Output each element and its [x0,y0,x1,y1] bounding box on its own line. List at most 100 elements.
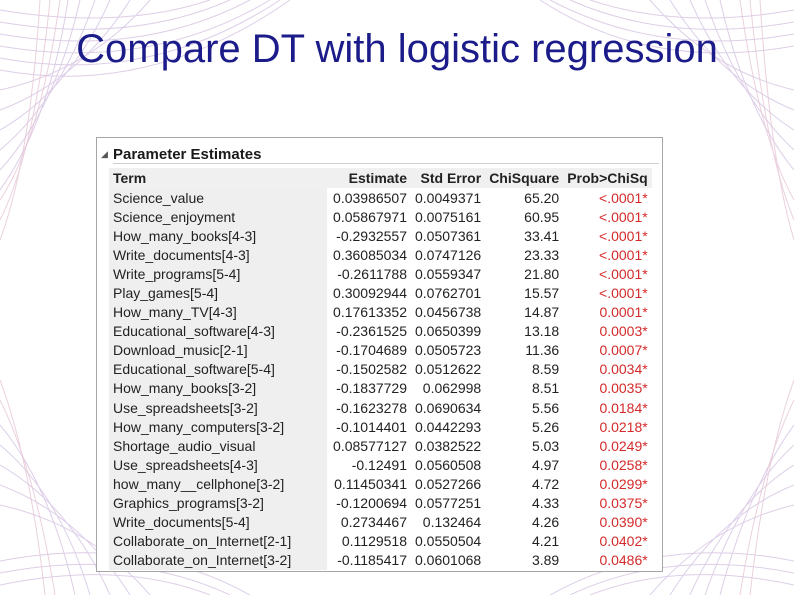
cell-std-error: 0.0559347 [415,265,482,282]
cell-estimate: -0.1200694 [336,495,407,512]
cell-term: Science_enjoyment [109,207,327,227]
cell-prob: 0.0375* [599,495,648,512]
cell-std-error: 0.0442293 [415,418,482,435]
table-row: Write_programs[5-4] -0.2611788 0.0559347 21… [109,264,652,284]
cell-chisquare: 3.89 [531,552,560,569]
table-row: Science_enjoyment 0.05867971 0.0075161 60.9… [109,207,652,227]
cell-estimate: -0.1837729 [336,380,407,397]
cell-prob: 0.0001* [599,304,648,321]
cell-chisquare: 4.72 [531,475,560,492]
cell-std-error: 0.0650399 [415,323,482,340]
cell-estimate: 0.1129518 [341,533,407,550]
cell-chisquare: 8.51 [531,380,560,397]
cell-std-error: 0.0382522 [415,437,482,454]
cell-estimate: 0.08577127 [333,437,407,454]
cell-estimate: -0.2361525 [336,323,407,340]
cell-estimate: -0.12491 [351,456,407,473]
cell-std-error: 0.0507361 [415,227,482,244]
cell-chisquare: 4.97 [531,456,560,473]
table-row: Educational_software[5-4] -0.1502582 0.051… [109,359,652,379]
column-header-prob[interactable]: Prob>ChiSq [563,168,652,188]
cell-estimate: 0.05867971 [333,208,407,225]
table-row: Download_music[2-1] -0.1704689 0.0505723 11… [109,340,652,360]
cell-std-error: 0.0049371 [415,189,482,206]
cell-chisquare: 60.95 [524,208,560,225]
cell-term: Collaborate_on_Internet[2-1] [109,531,327,551]
cell-chisquare: 5.56 [531,399,560,416]
cell-std-error: 0.132464 [422,514,482,531]
table-row: Play_games[5-4] 0.30092944 0.0762701 15.57 <… [109,283,652,303]
cell-prob: <.0001* [599,227,648,244]
cell-chisquare: 65.20 [524,189,560,206]
triangle-down-icon[interactable]: ◢ [101,150,108,160]
cell-prob: <.0001* [599,208,648,225]
cell-std-error: 0.062998 [422,380,482,397]
cell-term: Use_spreadsheets[3-2] [109,398,327,418]
table-row: Science_value 0.03986507 0.0049371 65.20 <.0… [109,188,652,208]
cell-term: Write_programs[5-4] [109,264,327,284]
slide-title-text: Compare DT with logistic regression [76,27,718,71]
cell-std-error: 0.0527266 [415,475,482,492]
parameter-estimates-table: Term Estimate Std Error ChiSquare Prob>C… [109,168,652,570]
cell-prob: 0.0035* [599,380,648,397]
cell-estimate: -0.1704689 [336,342,407,359]
cell-term: Graphics_programs[3-2] [109,493,327,513]
cell-term: Science_value [109,188,327,208]
cell-term: Write_documents[4-3] [109,245,327,265]
cell-chisquare: 5.26 [531,418,560,435]
column-header-estimate[interactable]: Estimate [327,168,411,188]
table-row: Educational_software[4-3] -0.2361525 0.065… [109,321,652,341]
cell-chisquare: 21.80 [524,265,560,282]
cell-prob: 0.0003* [599,323,648,340]
table-row: How_many_books[4-3] -0.2932557 0.0507361 33… [109,226,652,246]
cell-estimate: 0.11450341 [334,475,407,492]
cell-prob: 0.0402* [599,533,648,550]
table-row: Collaborate_on_Internet[2-1] 0.1129518 0.0… [109,531,652,551]
cell-std-error: 0.0747126 [415,246,482,263]
cell-estimate: 0.2734467 [340,514,407,531]
cell-chisquare: 4.21 [531,533,560,550]
cell-std-error: 0.0601068 [415,552,482,569]
cell-chisquare: 15.57 [524,285,560,302]
column-header-term[interactable]: Term [109,168,327,188]
slide-title: Compare DT with logistic regression [0,26,794,72]
column-header-chisquare[interactable]: ChiSquare [485,168,564,188]
cell-estimate: 0.30092944 [333,285,407,302]
cell-term: How_many_books[4-3] [109,226,327,246]
cell-chisquare: 4.26 [531,514,560,531]
table-row: how_many__cellphone[3-2] 0.11450341 0.0527… [109,474,652,494]
cell-estimate: -0.2611788 [337,265,407,282]
cell-prob: 0.0299* [599,475,648,492]
cell-term: how_many__cellphone[3-2] [109,474,327,494]
table-row: Use_spreadsheets[3-2] -0.1623278 0.0690634… [109,398,652,418]
cell-term: Collaborate_on_Internet[3-2] [109,550,327,570]
cell-prob: 0.0486* [599,552,648,569]
cell-estimate: -0.1185417 [337,552,407,569]
cell-std-error: 0.0512622 [415,361,482,378]
parameter-estimates-report: ◢ Parameter Estimates Term Estimate Std … [96,137,663,572]
cell-term: Download_music[2-1] [109,340,327,360]
cell-term: Use_spreadsheets[4-3] [109,455,327,475]
table-row: How_many_computers[3-2] -0.1014401 0.04422… [109,417,652,437]
table-row: How_many_TV[4-3] 0.17613352 0.0456738 14.87… [109,302,652,322]
cell-std-error: 0.0456738 [415,304,482,321]
cell-estimate: -0.1623278 [336,399,407,416]
cell-chisquare: 13.18 [524,323,560,340]
table-header-row: Term Estimate Std Error ChiSquare Prob>C… [109,168,652,188]
cell-prob: <.0001* [599,246,648,263]
cell-chisquare: 5.03 [531,437,560,454]
cell-prob: 0.0218* [599,418,648,435]
cell-prob: 0.0258* [599,456,648,473]
cell-chisquare: 23.33 [524,246,560,263]
cell-term: How_many_computers[3-2] [109,417,327,437]
cell-std-error: 0.0550504 [415,533,482,550]
cell-prob: 0.0034* [599,361,648,378]
table-row: Shortage_audio_visual 0.08577127 0.0382522… [109,436,652,456]
table-row: Use_spreadsheets[4-3] -0.12491 0.0560508 4.… [109,455,652,475]
cell-term: Educational_software[5-4] [109,359,327,379]
report-header[interactable]: ◢ Parameter Estimates [97,144,662,166]
column-header-std-error[interactable]: Std Error [411,168,486,188]
cell-chisquare: 4.33 [531,495,560,512]
table-row: Collaborate_on_Internet[3-2] -0.1185417 0.… [109,550,652,570]
